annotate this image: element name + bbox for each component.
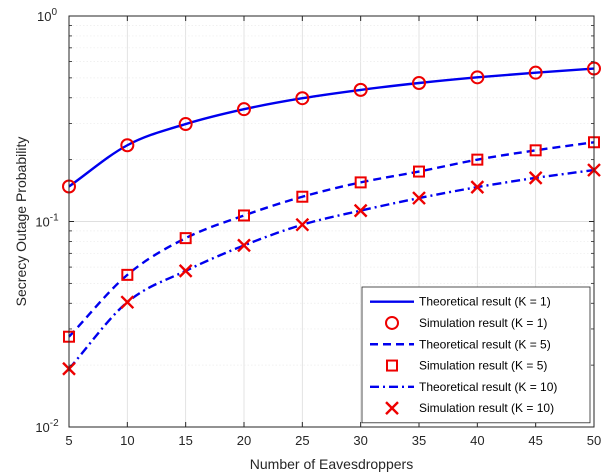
data-point-square [179,232,192,245]
y-tick-exponent: 0 [51,7,57,18]
data-point-x [295,217,310,232]
x-tick-label: 10 [120,433,134,448]
data-point-x [470,180,485,194]
data-point-x [528,171,543,185]
data-point-x [353,203,368,218]
data-point-circle [412,76,426,91]
data-point-square [296,190,309,203]
data-point-x [178,264,193,278]
x-tick-label: 50 [587,433,601,448]
legend-swatch-x [385,401,399,415]
x-axis-label: Number of Eavesdroppers [250,456,413,472]
x-marker-stroke [470,180,485,194]
data-point-circle [528,65,543,80]
x-marker-stroke [295,217,310,232]
data-point-square [413,165,425,178]
legend-box [361,286,591,424]
data-point-circle [237,102,251,117]
y-tick-exponent: -1 [50,213,59,224]
legend-entry-label: Simulation result (K = 1) [419,316,547,330]
series-line [68,67,595,188]
legend-entry-label: Simulation result (K = 5) [419,359,547,373]
data-point-circle [353,82,368,97]
y-tick-base: 10 [37,9,51,24]
y-tick-label: 10-2 [35,418,59,435]
x-tick-label: 15 [178,433,192,448]
data-point-square [121,268,134,281]
legend: Theoretical result (K = 1) Simulation res… [361,286,591,424]
x-marker-stroke [528,171,543,185]
x-tick-label: 5 [65,433,72,448]
x-marker-stroke [120,295,135,310]
series-line [68,141,595,338]
y-axis-label: Secrecy Outage Probability [13,137,29,307]
x-tick-label: 30 [353,433,367,448]
data-point-square [354,176,367,189]
data-point-circle [470,70,485,85]
x-tick-label: 20 [237,433,251,448]
x-marker-stroke [237,238,251,253]
legend-entry-label: Theoretical result (K = 1) [419,295,551,309]
y-tick-label: 10-1 [35,213,59,230]
legend-swatch-square [386,359,398,372]
data-point-x [120,295,135,310]
x-marker-stroke [178,264,193,278]
legend-entry-label: Simulation result (K = 10) [419,401,554,415]
x-tick-label: 25 [295,433,309,448]
y-tick-label: 100 [37,7,57,24]
y-tick-base: 10 [35,420,49,435]
data-point-x [412,191,426,205]
legend-swatch-circle [385,315,399,330]
x-marker-stroke [353,203,368,218]
x-marker-stroke [385,401,399,415]
x-marker-stroke [412,191,426,205]
y-tick-base: 10 [35,215,49,230]
x-tick-label: 40 [470,433,484,448]
data-point-square [529,144,542,157]
data-point-x [237,238,251,253]
data-point-circle [295,91,310,106]
legend-entry-label: Theoretical result (K = 10) [419,380,557,394]
y-tick-exponent: -2 [50,418,59,429]
data-point-circle [120,138,135,153]
series-line [68,168,595,370]
legend-entry-label: Theoretical result (K = 5) [419,337,551,351]
data-point-square [238,209,250,222]
x-tick-label: 45 [528,433,542,448]
data-point-circle [178,117,193,132]
data-point-square [471,153,484,166]
x-tick-label: 35 [412,433,426,448]
